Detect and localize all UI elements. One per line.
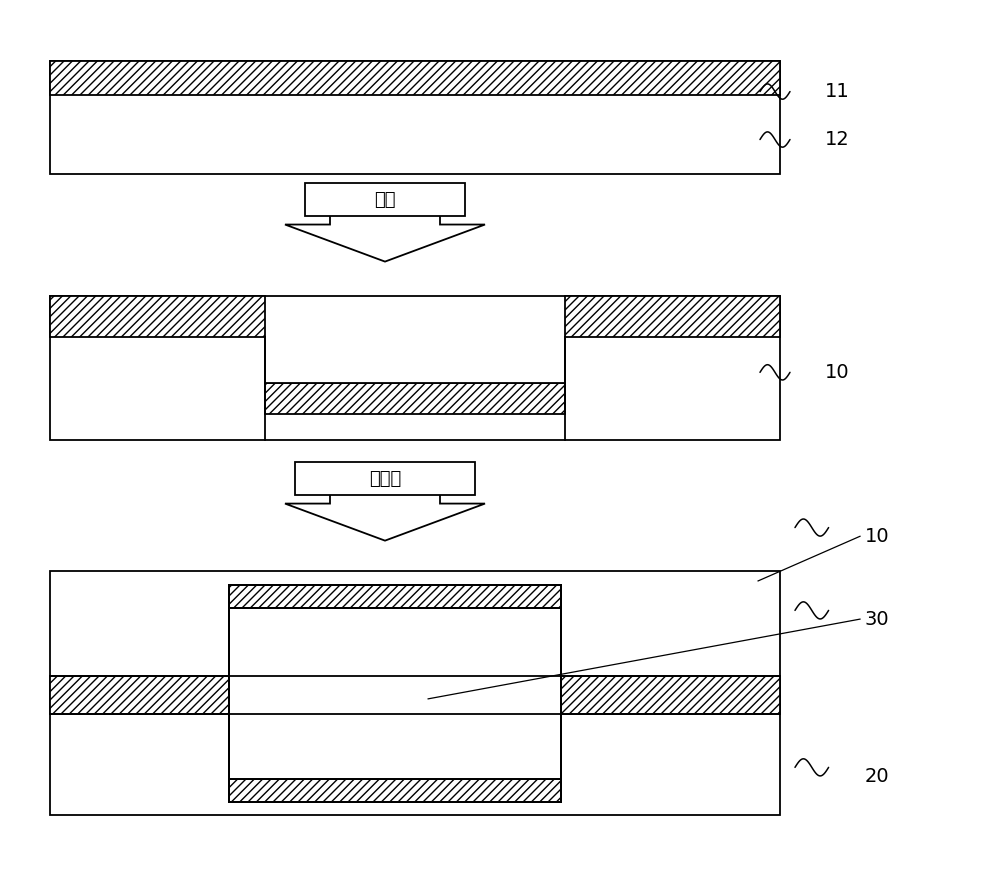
Text: 冷压: 冷压 [374,191,396,208]
Text: 10: 10 [825,363,850,382]
Text: 热复合: 热复合 [369,470,401,487]
Text: 30: 30 [865,610,890,629]
Bar [229,608,561,676]
Bar [229,584,561,608]
Bar [50,61,780,174]
Text: 20: 20 [865,766,890,786]
Text: 11: 11 [825,82,850,101]
Bar [265,337,565,383]
Bar [229,676,561,714]
Bar [565,296,780,337]
Bar [265,383,565,414]
Text: 12: 12 [825,130,850,149]
Bar [50,296,265,337]
Bar [50,676,780,714]
Polygon shape [285,196,485,262]
Polygon shape [285,475,485,541]
Bar [50,61,780,95]
Bar [50,296,780,440]
Bar [229,779,561,802]
Bar [295,462,475,495]
Text: 10: 10 [865,527,890,546]
Bar [50,571,780,815]
Bar [305,183,465,216]
Bar [229,714,561,779]
